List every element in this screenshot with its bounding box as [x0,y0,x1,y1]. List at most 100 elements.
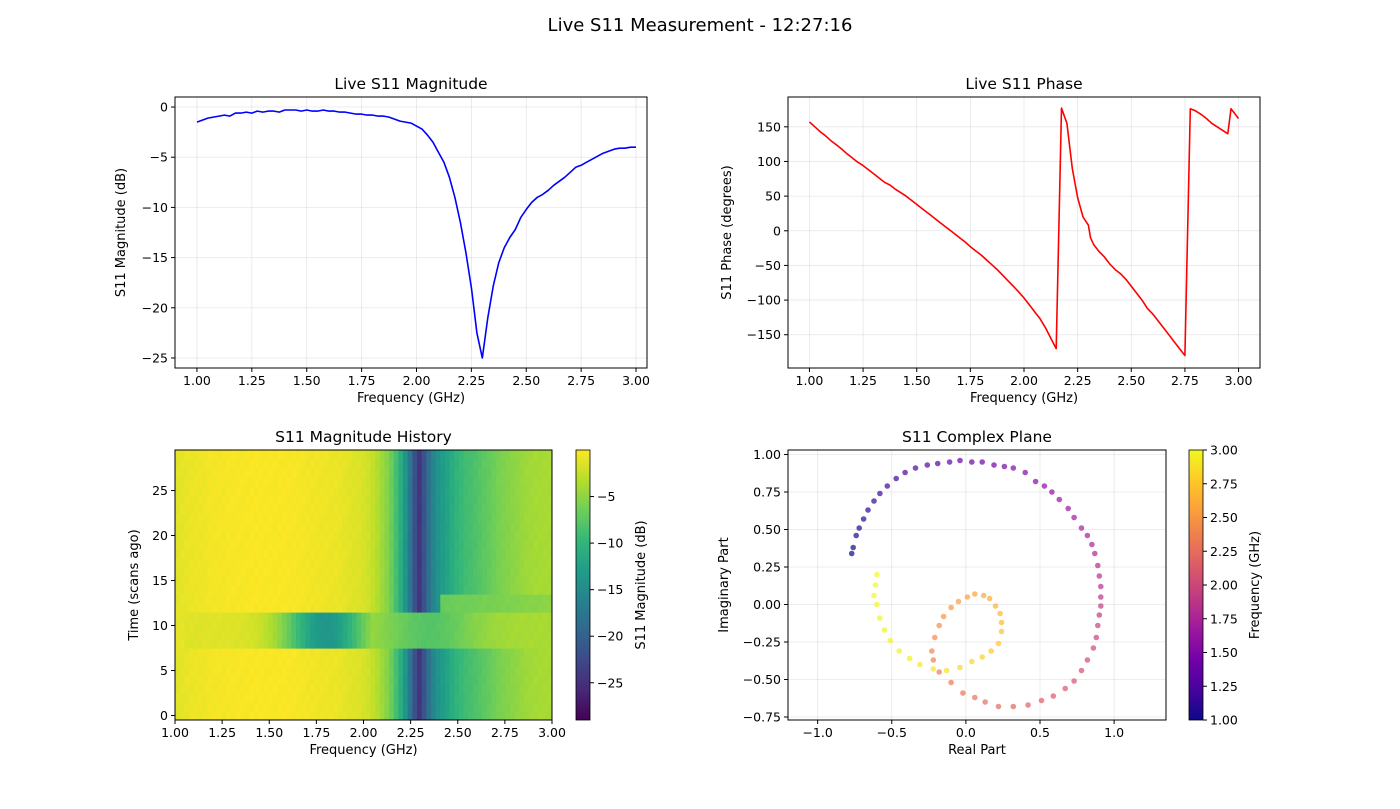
heatmap-cell [444,675,451,685]
heatmap-cell [226,630,232,640]
heatmap-cell [514,630,521,640]
heatmap-cell [398,594,404,604]
heatmap-cell [393,603,399,613]
heatmap-cell [398,495,404,505]
heatmap-cell [240,468,246,478]
heatmap-cell [379,531,386,541]
heatmap-cell [430,621,437,631]
heatmap-cell [412,684,418,694]
heatmap-cell [230,549,237,559]
heatmap-cell [309,459,316,469]
heatmap-cell [510,549,516,559]
heatmap-cell [356,459,362,469]
heatmap-cell [347,567,353,577]
heatmap-cell [454,558,460,568]
heatmap-cell [240,630,246,640]
heatmap-cell [226,666,232,676]
heatmap-cell [538,630,544,640]
heatmap-cell [240,603,246,613]
heatmap-cell [440,639,446,649]
heatmap-cell [444,558,451,568]
heatmap-cell [272,567,278,577]
heatmap-cell [389,594,395,604]
heatmap-cell [202,621,209,631]
heatmap-cell [384,630,390,640]
heatmap-cell [198,468,204,478]
heatmap-cell [342,594,348,604]
heatmap-cell [212,558,218,568]
heatmap-cell [277,531,283,541]
heatmap-cell [351,558,358,568]
heatmap-cell [417,450,423,460]
heatmap-cell [212,630,218,640]
heatmap-cell [207,585,213,595]
heatmap-cell [300,459,306,469]
heatmap-cell [468,504,474,514]
heatmap-cell [421,603,427,613]
heatmap-cell [286,675,292,685]
heatmap-cell [449,621,455,631]
heatmap-cell [277,666,283,676]
heatmap-cell [351,468,358,478]
heatmap-cell [235,621,241,631]
heatmap-cell [449,630,455,640]
heatmap-cell [403,630,409,640]
heatmap-cell [435,567,441,577]
chart-title: Live S11 Magnitude [334,75,487,93]
heatmap-cell [426,549,432,559]
heatmap-cell [389,630,395,640]
heatmap-cell [347,522,353,532]
heatmap-cell [361,675,367,685]
heatmap-cell [268,486,274,496]
heatmap-cell [282,468,288,478]
heatmap-cell [398,621,404,631]
heatmap-cell [547,693,552,703]
heatmap-cell [384,549,390,559]
phase-series-line [808,107,1240,357]
heatmap-cell [547,585,552,595]
heatmap-cell [319,585,325,595]
magnitude-series-line [196,109,636,359]
heatmap-cell [538,477,544,487]
heatmap-cell [207,477,213,487]
heatmap-cell [375,594,381,604]
heatmap-cell [286,450,292,460]
heatmap-cell [547,459,552,469]
heatmap-cell [356,639,362,649]
heatmap-cell [175,612,181,622]
heatmap-cell [449,603,455,613]
heatmap-cell [305,621,311,631]
heatmap-cell [263,612,269,622]
heatmap-cell [286,513,292,523]
heatmap-cell [468,639,474,649]
heatmap-cell [179,657,185,667]
heatmap-cell [240,639,246,649]
heatmap-cell [491,603,497,613]
heatmap-cell [314,450,320,460]
heatmap-cell [216,594,223,604]
heatmap-cell [300,513,306,523]
heatmap-cell [193,702,199,712]
heatmap-cell [175,522,181,532]
heatmap-cell [468,666,474,676]
heatmap-cell [417,693,423,703]
heatmap-cell [435,594,441,604]
heatmap-cell [361,558,367,568]
heatmap-cell [463,711,469,720]
heatmap-cell [463,603,469,613]
heatmap-cell [505,459,511,469]
heatmap-cell [188,666,195,676]
heatmap-cell [342,693,348,703]
heatmap-cell [472,621,479,631]
heatmap-cell [179,513,185,523]
heatmap-cell [240,648,246,658]
heatmap-cell [175,702,181,712]
heatmap-cell [212,567,218,577]
heatmap-cell [458,684,465,694]
heatmap-cell [496,549,502,559]
heatmap-cell [300,522,306,532]
heatmap-cell [272,612,278,622]
heatmap-cell [207,612,213,622]
heatmap-cell [216,657,223,667]
heatmap-cell [258,585,265,595]
